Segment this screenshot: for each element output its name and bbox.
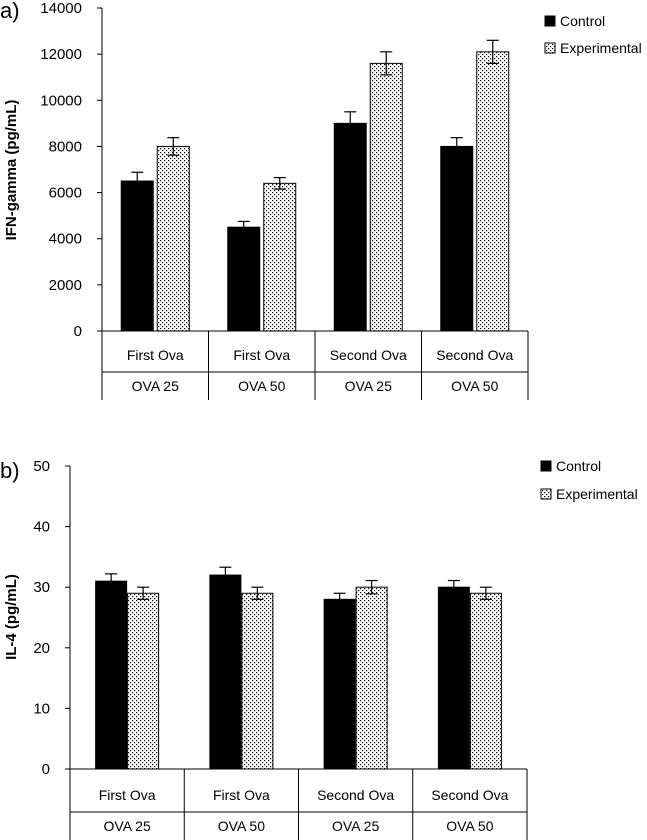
category-sublabel: OVA 50: [218, 818, 265, 834]
bar-experimental: [156, 145, 190, 332]
bar-experimental: [355, 586, 388, 770]
legend-label: Control: [556, 458, 601, 474]
category-label: First Ova: [233, 347, 290, 363]
bar-experimental: [241, 592, 274, 770]
y-tick-label: 0: [42, 761, 50, 778]
panel-label: b): [0, 458, 20, 483]
category-label: Second Ova: [436, 347, 513, 363]
panel-label: a): [0, 0, 20, 23]
category-sublabel: OVA 50: [451, 378, 498, 394]
category-label: Second Ova: [317, 787, 394, 803]
category-label: First Ova: [127, 347, 184, 363]
y-axis-label: IFN-gamma (pg/mL): [3, 100, 20, 241]
legend-swatch-experimental: [540, 488, 552, 500]
category-sublabel: OVA 25: [132, 378, 179, 394]
category-sublabel: OVA 25: [104, 818, 151, 834]
bar-control: [209, 574, 242, 770]
category-sublabel: OVA 25: [345, 378, 392, 394]
y-axis-label: IL-4 (pg/mL): [3, 574, 20, 660]
bar-control: [120, 180, 154, 332]
y-tick-label: 2000: [49, 277, 82, 294]
bar-control: [323, 598, 356, 770]
y-tick-label: 10: [33, 700, 50, 717]
bar-control: [440, 145, 474, 332]
bar-control: [437, 586, 470, 770]
category-sublabel: OVA 25: [332, 818, 379, 834]
y-tick-label: 0: [74, 323, 82, 340]
bar-control: [333, 122, 367, 332]
category-label: First Ova: [99, 787, 156, 803]
legend-swatch-control: [544, 15, 556, 27]
category-label: Second Ova: [431, 787, 508, 803]
y-tick-label: 12000: [40, 46, 82, 63]
bar-experimental: [476, 51, 510, 332]
legend-label: Experimental: [560, 40, 642, 56]
category-sublabel: OVA 50: [446, 818, 493, 834]
legend-swatch-control: [540, 460, 552, 472]
bar-experimental: [469, 592, 502, 770]
y-tick-label: 20: [33, 640, 50, 657]
y-tick-label: 4000: [49, 231, 82, 248]
legend-label: Experimental: [556, 486, 638, 502]
category-label: First Ova: [213, 787, 270, 803]
bar-control: [227, 226, 261, 332]
y-tick-label: 14000: [40, 0, 82, 17]
y-tick-label: 10000: [40, 92, 82, 109]
y-tick-label: 6000: [49, 185, 82, 202]
bar-experimental: [263, 182, 297, 332]
bar-control: [95, 580, 128, 770]
category-label: Second Ova: [330, 347, 407, 363]
legend-swatch-experimental: [544, 42, 556, 54]
bar-experimental: [369, 62, 403, 332]
bar-experimental: [127, 592, 160, 770]
y-tick-label: 30: [33, 579, 50, 596]
category-sublabel: OVA 50: [238, 378, 285, 394]
y-tick-label: 8000: [49, 138, 82, 155]
legend-label: Control: [560, 13, 605, 29]
y-tick-label: 50: [33, 458, 50, 475]
y-tick-label: 40: [33, 519, 50, 536]
